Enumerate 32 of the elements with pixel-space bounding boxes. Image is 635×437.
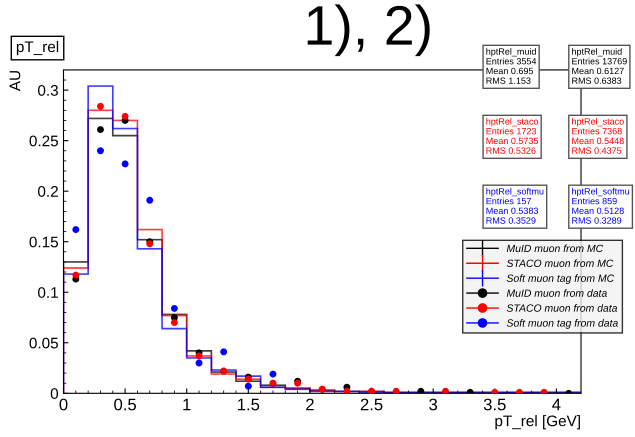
legend-label: STACO muon from MC [506,259,614,268]
y-tick-label: 0 [50,388,58,399]
chart-title: 1), 2) [308,4,430,56]
y-tick-label: 0.05 [30,338,58,348]
x-tick-label: 2.5 [360,398,382,410]
y-tick-label: 0.25 [30,136,58,146]
x-tick-label: 2 [306,398,314,410]
annotation: hptRel_softmu Entries 859 Mean 0.5128 RMS 0.3289 [572,188,630,224]
x-axis-title: pT_rel [GeV] [495,415,580,430]
legend-label: MuID muon from MC [506,244,604,252]
chart-subtitle: pT_rel [16,40,58,56]
annotation: hptRel_staco Entries 1723 Mean 0.5735 RMS 0.5326 [486,118,538,154]
legend-label: STACO muon from data [506,304,618,312]
legend-label: Soft muon tag from MC [506,274,614,284]
legend-label: Soft muon tag from data [506,319,618,329]
annotation: hptRel_muid Entries 3554 Mean 0.695 RMS 1.153 [486,48,536,84]
x-tick-label: 0 [60,398,68,410]
x-tick-label: 1 [183,398,191,410]
annotation: hptRel_softmu Entries 157 Mean 0.5383 RMS 0.3529 [486,188,544,224]
y-tick-label: 0.15 [30,236,58,248]
y-tick-label: 0.2 [38,186,58,197]
x-tick-label: 1.5 [238,398,260,410]
x-tick-label: 3 [429,398,438,410]
x-tick-label: 4 [552,398,561,410]
annotation: hptRel_staco Entries 7368 Mean 0.5448 RMS 0.4375 [572,118,624,154]
y-axis-title: AU [10,71,20,92]
legend-label: MuID muon from data [506,289,607,297]
y-tick-label: 0.3 [38,85,58,96]
annotation: hptRel_muid Entries 13769 Mean 0.6127 RMS 0.6383 [572,48,627,84]
y-tick-label: 0.1 [38,287,58,298]
x-tick-label: 3.5 [484,398,506,410]
x-tick-label: 0.5 [114,398,136,410]
